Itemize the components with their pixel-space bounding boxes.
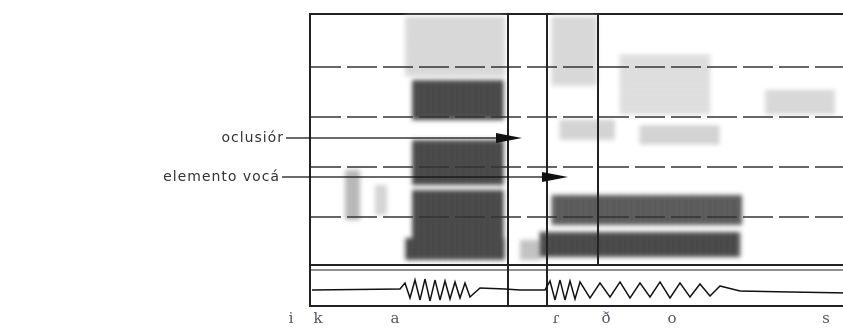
frequency-lines [311,66,843,218]
segment-label: ð [601,309,610,326]
annotation-label: elemento vocá [163,169,280,185]
segment-label: k [313,309,323,326]
arrow-head [542,172,568,182]
spectral-energy [345,16,835,260]
annotation-label: oclusiór [221,130,284,146]
arrow-head [496,133,522,143]
segment-label: ɾ [553,309,560,326]
segment-label: i [289,309,294,326]
segment-label: a [391,309,400,326]
waveform [311,277,843,302]
segment-boundaries [507,15,599,305]
segment-label: o [667,309,676,326]
segment-label: s [822,309,830,326]
